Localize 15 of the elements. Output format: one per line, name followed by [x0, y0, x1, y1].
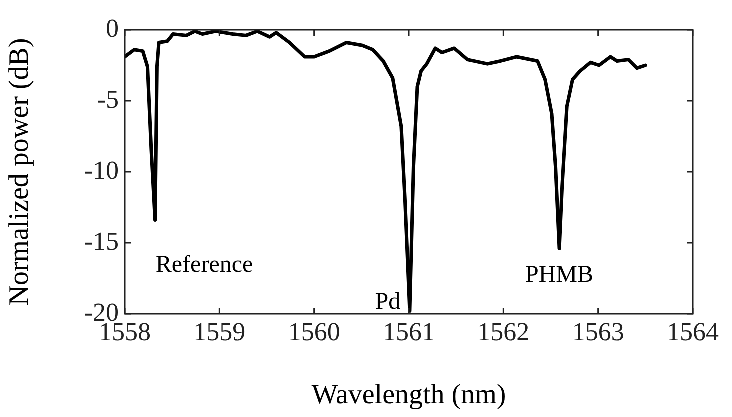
y-tick-label: -15: [84, 226, 119, 256]
x-tick-label: 1562: [478, 317, 530, 346]
y-tick-label: -5: [97, 84, 119, 114]
x-tick-label: 1561: [383, 317, 435, 346]
y-tick-label: 0: [106, 14, 119, 43]
annotation: Pd: [375, 288, 401, 315]
annotation: Reference: [156, 252, 254, 278]
annotation: PHMB: [526, 262, 594, 288]
x-tick-label: 1560: [288, 317, 340, 346]
x-tick-label: 1563: [572, 317, 624, 346]
y-tick-label: -10: [84, 156, 119, 185]
x-axis-title: Wavelength (nm): [312, 380, 506, 411]
x-tick-label: 1559: [194, 317, 246, 346]
x-tick-label: 1564: [667, 317, 719, 346]
y-axis-title: Normalized power (dB): [4, 38, 36, 306]
